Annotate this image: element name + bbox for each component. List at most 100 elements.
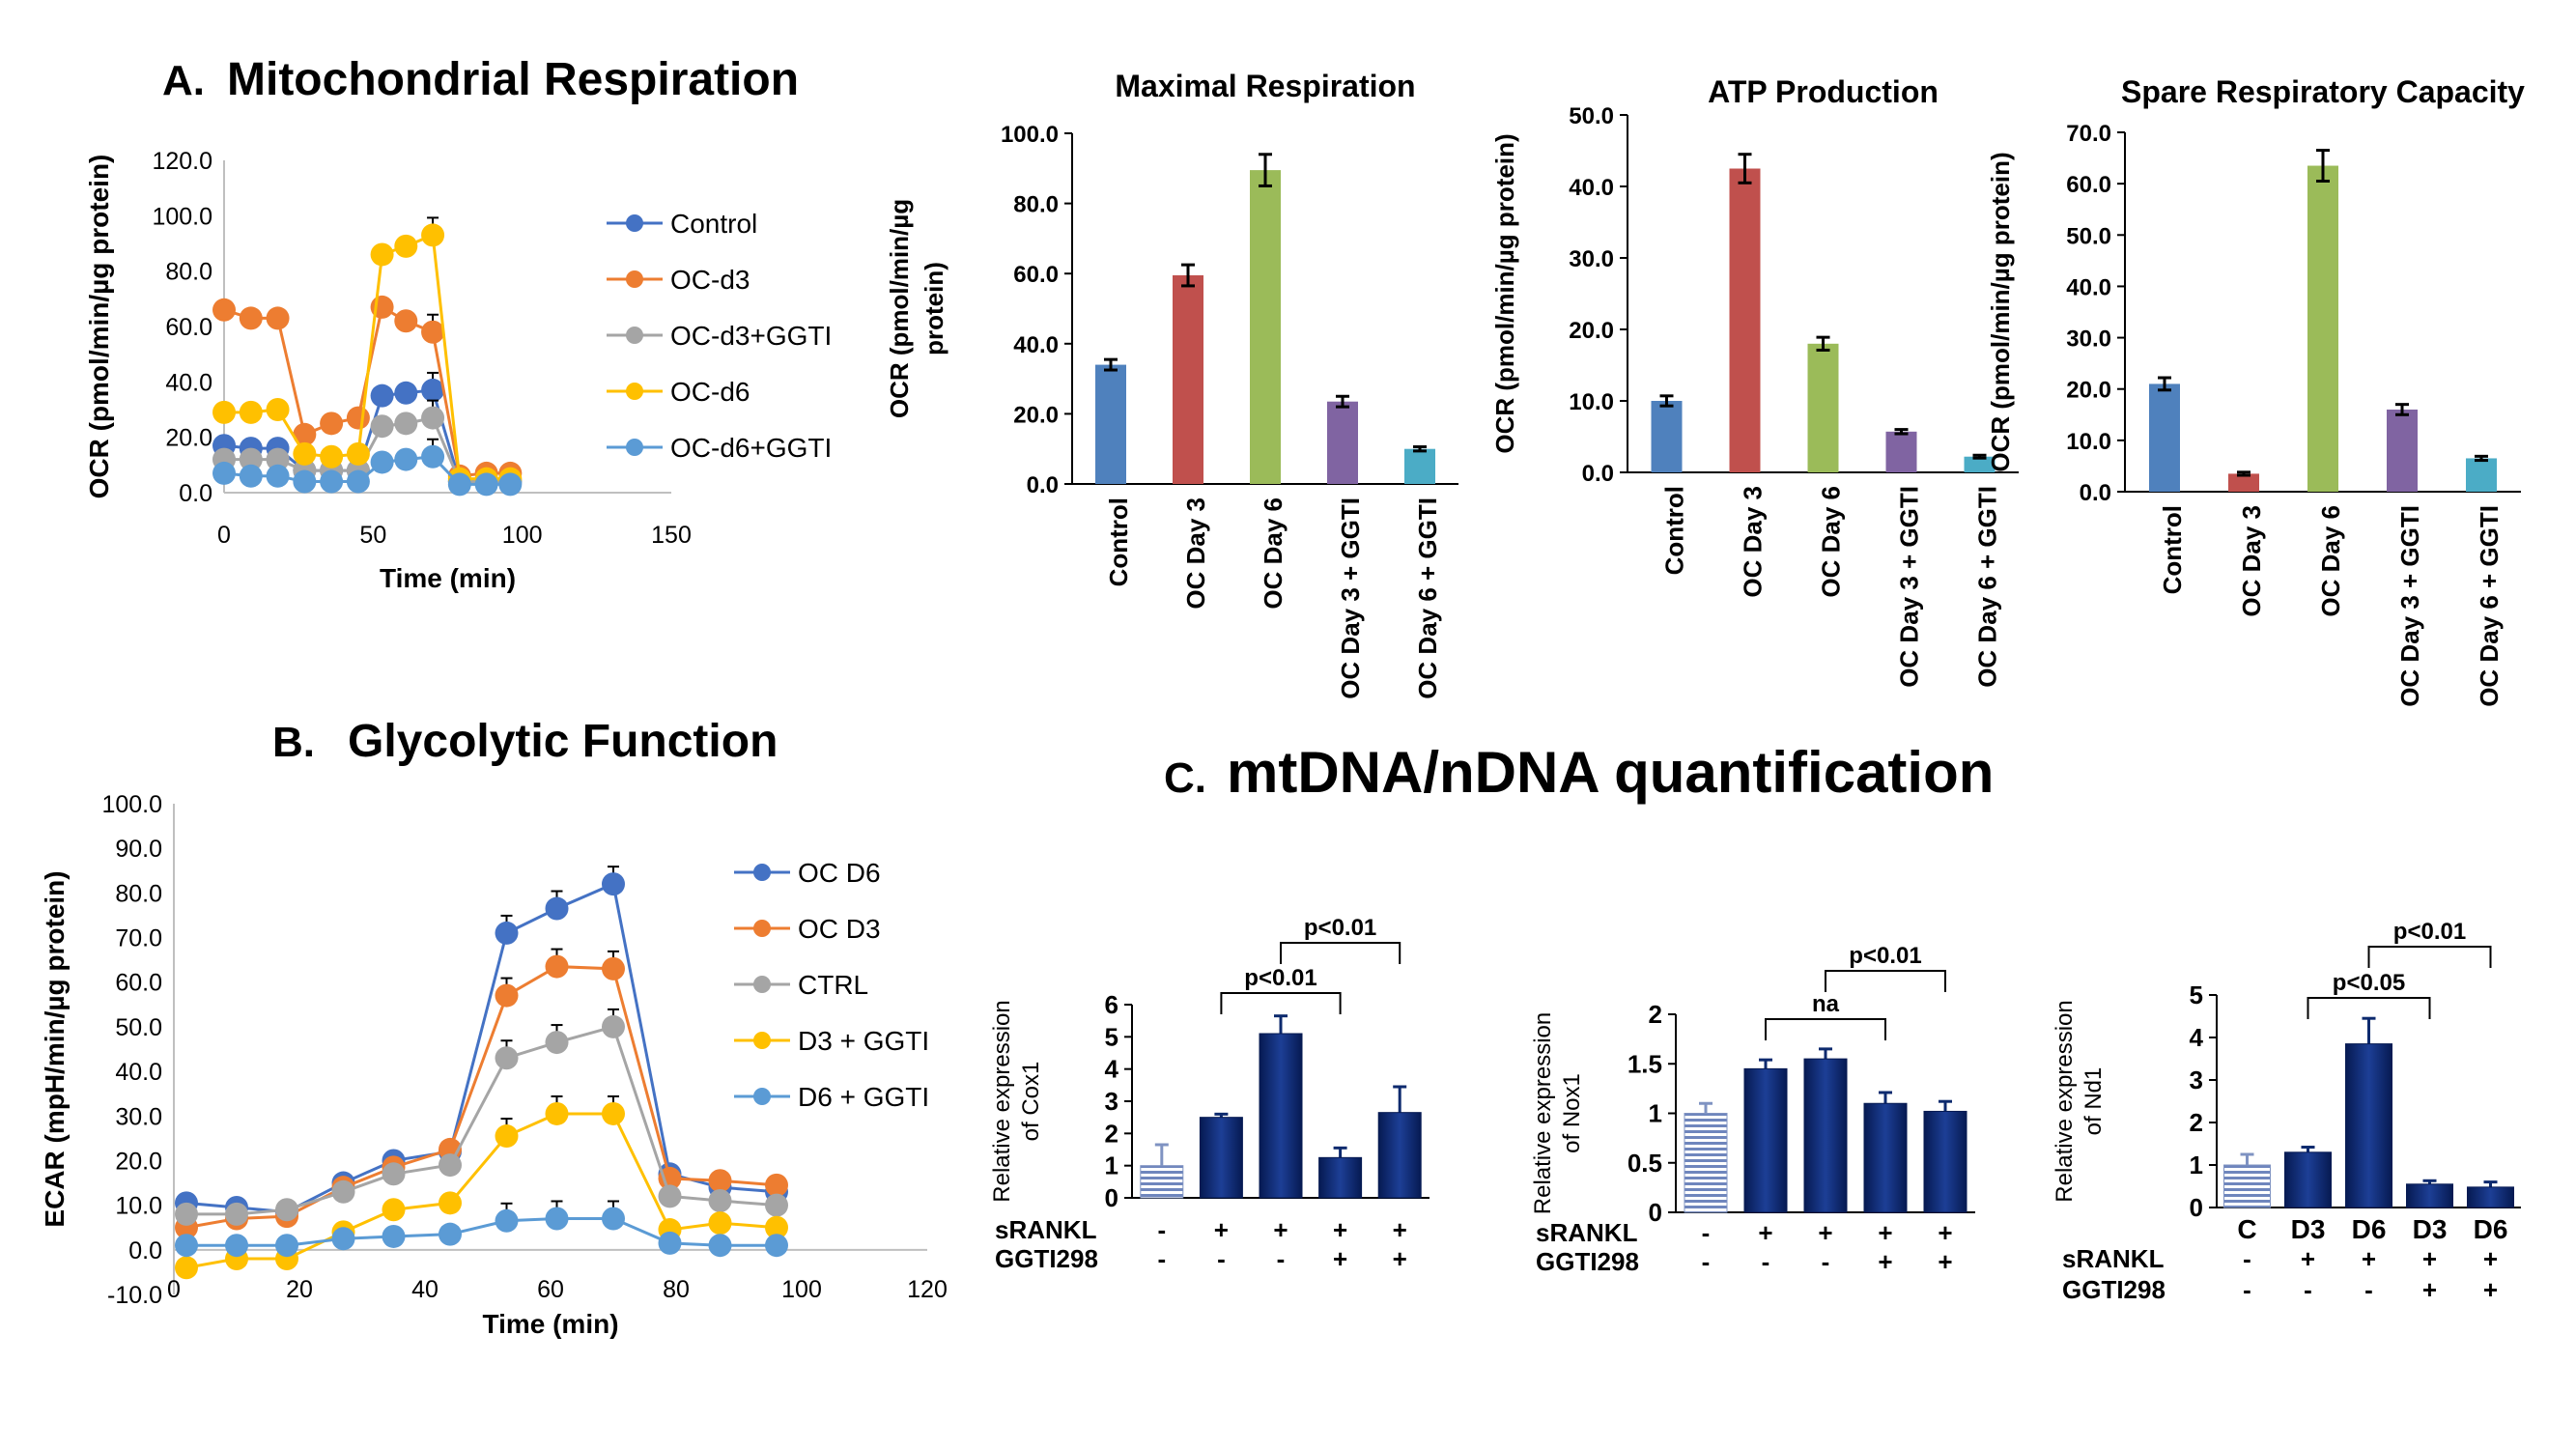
y-tick-label: 4 [1105, 1055, 1119, 1084]
data-point [382, 1224, 406, 1248]
bar [2387, 409, 2418, 492]
srankl-sign: + [1273, 1215, 1288, 1244]
y-axis-title: protein) [920, 262, 948, 355]
data-point [439, 1222, 462, 1246]
legend-label: OC D3 [798, 914, 881, 944]
data-point [602, 1014, 625, 1038]
y-axis-title: Relative expression [1530, 1012, 1556, 1214]
panel-c-title: mtDNA/nDNA quantification [1227, 740, 1994, 805]
bar [1318, 1156, 1363, 1199]
category-label: Control [1659, 486, 1688, 575]
data-point [346, 469, 370, 494]
data-point [708, 1189, 732, 1213]
data-point [602, 1101, 625, 1125]
panel-b-title: Glycolytic Function [348, 716, 778, 767]
data-point [266, 464, 290, 488]
y-tick-label: 0.0 [1027, 472, 1059, 498]
legend-label: CTRL [798, 970, 868, 1000]
bar [2149, 384, 2180, 492]
bar [1743, 1067, 1788, 1213]
legend-label: OC-d6+GGTI [670, 433, 832, 463]
data-point [275, 1198, 298, 1222]
y-tick-label: 90.0 [115, 836, 162, 863]
data-point [394, 381, 418, 405]
chart-title: ATP Production [1708, 74, 1939, 109]
data-point [439, 1153, 462, 1178]
y-tick-label: 40.0 [1569, 175, 1614, 201]
data-point [708, 1211, 732, 1236]
y-tick-label: 60.0 [1013, 262, 1059, 288]
y-axis-title: of Cox1 [1018, 1062, 1044, 1142]
x-tick-label: 20 [286, 1276, 313, 1303]
y-tick-label: 50.0 [1569, 103, 1614, 129]
significance-label: p<0.01 [1849, 943, 1921, 969]
y-tick-label: 40.0 [1013, 332, 1059, 358]
mito-respiration-chart: 0.0 20.0 40.0 60.0 80.0 100.0 120.0 0 50 100 150 Ti… [84, 148, 832, 593]
y-tick-label: 1.5 [1628, 1049, 1662, 1078]
bar [1377, 1112, 1422, 1199]
bar [1259, 1033, 1303, 1199]
data-point [495, 1046, 519, 1070]
data-point [394, 309, 418, 333]
data-point [320, 444, 344, 469]
bar [2466, 458, 2497, 492]
legend-swatch-marker [753, 1032, 771, 1049]
y-tick-label: 30.0 [2066, 327, 2111, 353]
srankl-sign: - [1702, 1218, 1711, 1247]
y-tick-label: 120.0 [152, 148, 212, 175]
y-tick-label: 20.0 [115, 1148, 162, 1175]
data-point [370, 414, 394, 439]
row-label-ggti298: GGTI298 [2062, 1275, 2166, 1304]
data-point [545, 1031, 569, 1055]
significance-bracket [1220, 992, 1342, 1014]
data-point [765, 1215, 788, 1239]
data-point [175, 1256, 198, 1280]
category-label: Control [2158, 505, 2187, 594]
y-tick-label: 40.0 [165, 369, 212, 396]
row-label-srankl: sRANKL [1536, 1218, 1638, 1247]
data-point [765, 1193, 788, 1217]
series-line-0 [185, 882, 778, 1214]
data-point [394, 447, 418, 471]
data-point [225, 1202, 248, 1226]
ggti298-sign: - [1702, 1247, 1711, 1276]
x-tick-label: 100 [502, 522, 543, 549]
legend-label: OC-d3+GGTI [670, 321, 832, 351]
data-point [708, 1234, 732, 1258]
category-label: OC Day 3 + GGTI [2395, 505, 2424, 707]
ggti298-sign: + [1878, 1247, 1892, 1276]
y-tick-label: 60.0 [2066, 172, 2111, 198]
x-axis-title: Time (min) [380, 563, 516, 593]
data-point [602, 1207, 625, 1231]
data-point [266, 398, 290, 421]
bar [1684, 1113, 1728, 1213]
srankl-sign: + [1878, 1218, 1892, 1247]
data-point [495, 921, 519, 945]
y-tick-label: 0 [1649, 1198, 1662, 1227]
legend-label: Control [670, 209, 757, 239]
x-tick-label: 40 [411, 1276, 439, 1303]
row-label-srankl: sRANKL [2062, 1244, 2165, 1273]
y-tick-label: 20.0 [1013, 402, 1059, 428]
srankl-sign: + [2362, 1244, 2376, 1273]
y-tick-label: 2 [2190, 1108, 2203, 1137]
chart-title: Spare Respiratory Capacity [2121, 74, 2525, 109]
data-point [293, 441, 317, 466]
x-tick-label: 0 [217, 522, 231, 549]
bar [1404, 448, 1435, 484]
bar [1199, 1117, 1243, 1199]
bar [1964, 456, 1996, 472]
y-tick-label: 5 [1105, 1022, 1118, 1051]
data-point [765, 1234, 788, 1258]
y-tick-label: 0.5 [1628, 1149, 1662, 1178]
bar [1863, 1102, 1908, 1213]
legend-swatch-marker [753, 976, 771, 993]
data-point [293, 422, 317, 446]
category-label: D6 [2474, 1214, 2508, 1244]
data-point [370, 450, 394, 474]
maximal-respiration-chart: 0.0 20.0 40.0 60.0 80.0 100.0 Control OC Day 3 O… [885, 69, 1458, 699]
significance-label: p<0.01 [1304, 915, 1376, 941]
series-line-2 [186, 1025, 778, 1216]
x-tick-label: 0 [167, 1276, 181, 1303]
